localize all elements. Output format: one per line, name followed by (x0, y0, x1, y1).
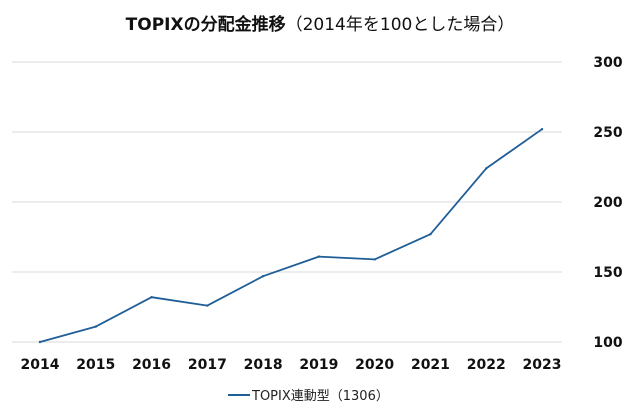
x-tick-label: 2017 (188, 357, 227, 373)
data-point (38, 340, 42, 344)
y-tick-label: 250 (593, 125, 622, 141)
data-point (317, 255, 321, 258)
chart-title-main: TOPIXの分配金推移 (125, 15, 286, 35)
chart-title: TOPIXの分配金推移（2014年を100とした場合） (0, 10, 640, 35)
data-point (150, 296, 153, 299)
x-tick-label: 2019 (299, 357, 338, 373)
x-tick-label: 2014 (21, 357, 60, 373)
y-tick-label: 200 (593, 195, 622, 211)
data-point (261, 275, 265, 278)
x-tick-label: 2016 (132, 357, 171, 373)
x-tick-label: 2022 (467, 357, 506, 373)
y-tick-label: 100 (593, 335, 622, 351)
data-point (373, 258, 376, 261)
x-tick-label: 2020 (355, 357, 394, 373)
series-line (39, 128, 543, 343)
x-tick-label: 2018 (244, 357, 283, 373)
data-point (540, 128, 544, 131)
data-point (485, 167, 488, 170)
y-tick-label: 150 (593, 265, 622, 281)
data-point (429, 233, 432, 236)
y-tick-label: 300 (593, 55, 622, 71)
x-tick-label: 2023 (523, 357, 562, 373)
data-point (206, 304, 209, 307)
x-tick-label: 2015 (76, 357, 115, 373)
data-point (94, 325, 97, 328)
x-tick-label: 2021 (411, 357, 450, 373)
legend-label: TOPIX連動型（1306） (251, 389, 389, 404)
chart-subtitle: （2014年を100とした場合） (285, 15, 515, 35)
